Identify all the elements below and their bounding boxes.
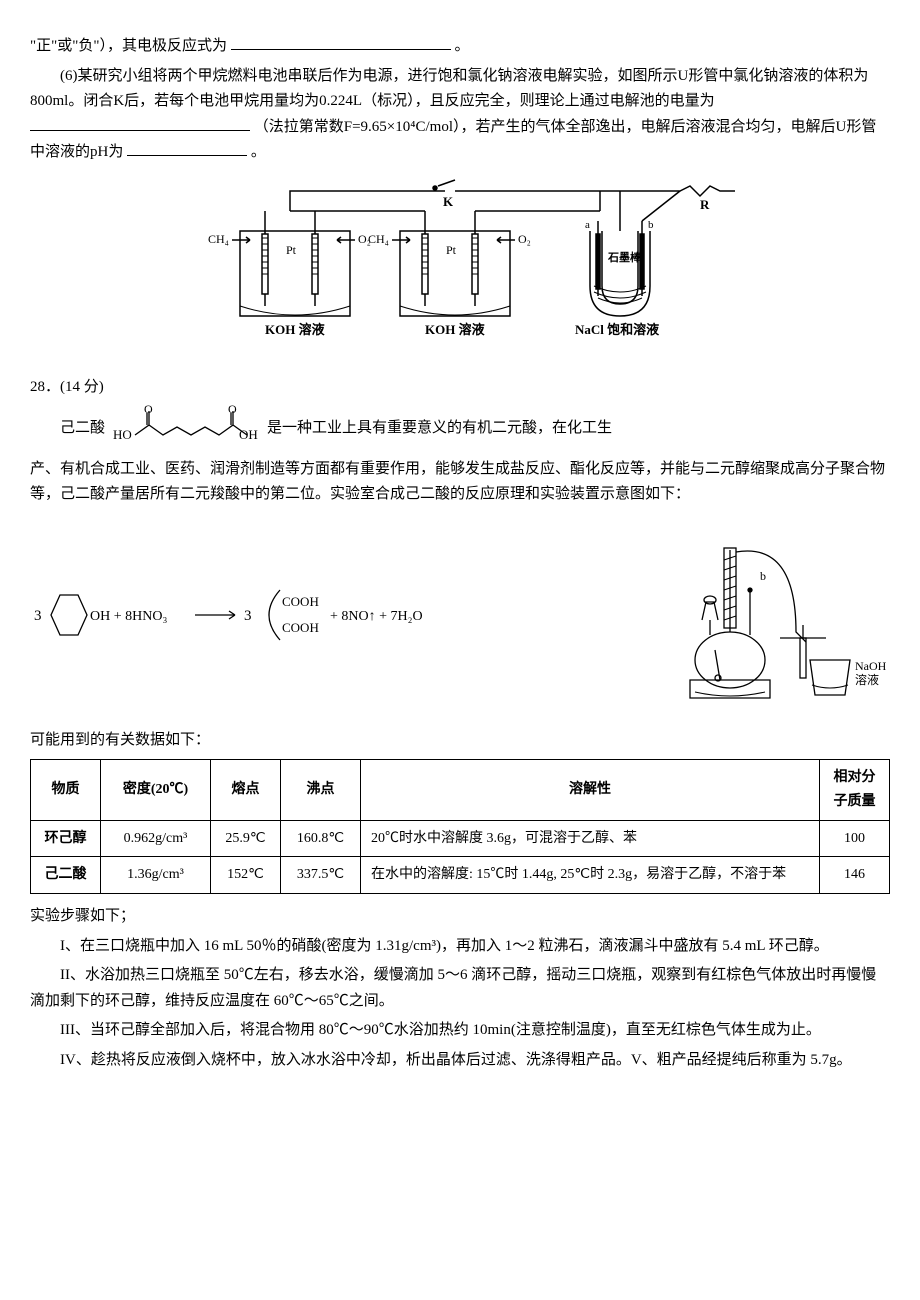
svg-text:溶液: 溶液 [855, 672, 879, 687]
table-row: 己二酸 1.36g/cm³ 152℃ 337.5℃ 在水中的溶解度: 15℃时 … [31, 857, 890, 894]
svg-text:CH₄: CH₄ [208, 232, 229, 246]
adipic-intro-c: 产、有机合成工业、医药、润滑剂制造等方面都有重要作用，能够发生成盐反应、酯化反应… [30, 457, 890, 508]
apparatus-diagram: b NaOH 溶液 [660, 520, 890, 710]
reaction-equation: 3 OH + 8HNO₃ 3 COOH COOH + 8NO↑ + 7H₂O [30, 580, 450, 650]
th-bp: 沸点 [281, 760, 361, 821]
q6-end: 。 [251, 144, 266, 160]
svg-text:+ 8NO↑ + 7H₂O: + 8NO↑ + 7H₂O [330, 609, 423, 624]
text-post: 。 [455, 38, 470, 54]
fuel-cell-diagram: K R Pt CH₄ O₂ KOH 溶液 Pt CH₄ [180, 176, 740, 356]
svg-text:COOH: COOH [282, 594, 319, 609]
th-mw: 相对分子质量 [820, 760, 890, 821]
th-solubility: 溶解性 [361, 760, 820, 821]
th-density: 密度(20℃) [101, 760, 211, 821]
svg-text:Pt: Pt [286, 243, 297, 257]
adipic-label: 己二酸 [60, 416, 105, 442]
svg-text:CH₄: CH₄ [368, 232, 389, 246]
svg-text:KOH 溶液: KOH 溶液 [265, 322, 325, 337]
svg-text:R: R [700, 197, 710, 212]
properties-table: 物质 密度(20℃) 熔点 沸点 溶解性 相对分子质量 环己醇 0.962g/c… [30, 759, 890, 894]
table-header-row: 物质 密度(20℃) 熔点 沸点 溶解性 相对分子质量 [31, 760, 890, 821]
svg-text:3: 3 [34, 608, 42, 624]
blank-electrode[interactable] [231, 34, 451, 50]
svg-text:K: K [443, 194, 454, 209]
svg-text:OH + 8HNO₃: OH + 8HNO₃ [90, 609, 167, 624]
svg-text:O₂: O₂ [518, 232, 531, 246]
step-1: I、在三口烧瓶中加入 16 mL 50％的硝酸(密度为 1.31g/cm³)，再… [30, 934, 890, 960]
th-substance: 物质 [31, 760, 101, 821]
svg-text:NaOH: NaOH [855, 659, 887, 673]
text-pre: "正"或"负"），其电极反应式为 [30, 38, 227, 54]
svg-text:HO: HO [113, 427, 132, 442]
step-4: IV、趁热将反应液倒入烧杯中，放入冰水浴中冷却，析出晶体后过滤、洗涤得粗产品。V… [30, 1048, 890, 1074]
svg-text:Pt: Pt [446, 243, 457, 257]
svg-text:O: O [144, 405, 153, 416]
svg-text:3: 3 [244, 608, 252, 624]
svg-text:b: b [760, 569, 766, 583]
svg-text:a: a [585, 219, 590, 231]
svg-text:OH: OH [239, 427, 258, 442]
step-2: II、水浴加热三口烧瓶至 50℃左右，移去水浴，缓慢滴加 5～6 滴环己醇，摇动… [30, 963, 890, 1014]
svg-text:石墨棒: 石墨棒 [607, 250, 642, 264]
adipic-intro-b: 是一种工业上具有重要意义的有机二元酸，在化工生 [267, 416, 612, 442]
th-mp: 熔点 [211, 760, 281, 821]
step-3: III、当环己醇全部加入后，将混合物用 80℃～90℃水浴加热约 10min(注… [30, 1018, 890, 1044]
table-row: 环己醇 0.962g/cm³ 25.9℃ 160.8℃ 20℃时水中溶解度 3.… [31, 820, 890, 857]
svg-text:b: b [648, 219, 654, 231]
svg-text:COOH: COOH [282, 620, 319, 635]
adipic-formula-icon: HO OH O O [111, 405, 261, 453]
svg-text:KOH 溶液: KOH 溶液 [425, 322, 485, 337]
svg-text:NaCl 饱和溶液: NaCl 饱和溶液 [575, 322, 659, 337]
blank-charge[interactable] [30, 115, 250, 131]
blank-ph[interactable] [127, 140, 247, 156]
svg-text:O: O [228, 405, 237, 416]
q6-text: (6)某研究小组将两个甲烷燃料电池串联后作为电源，进行饱和氯化钠溶液电解实验，如… [30, 68, 868, 110]
table-caption: 可能用到的有关数据如下： [30, 728, 890, 754]
q28-heading: 28．(14 分) [30, 375, 890, 401]
steps-heading: 实验步骤如下； [30, 904, 890, 930]
